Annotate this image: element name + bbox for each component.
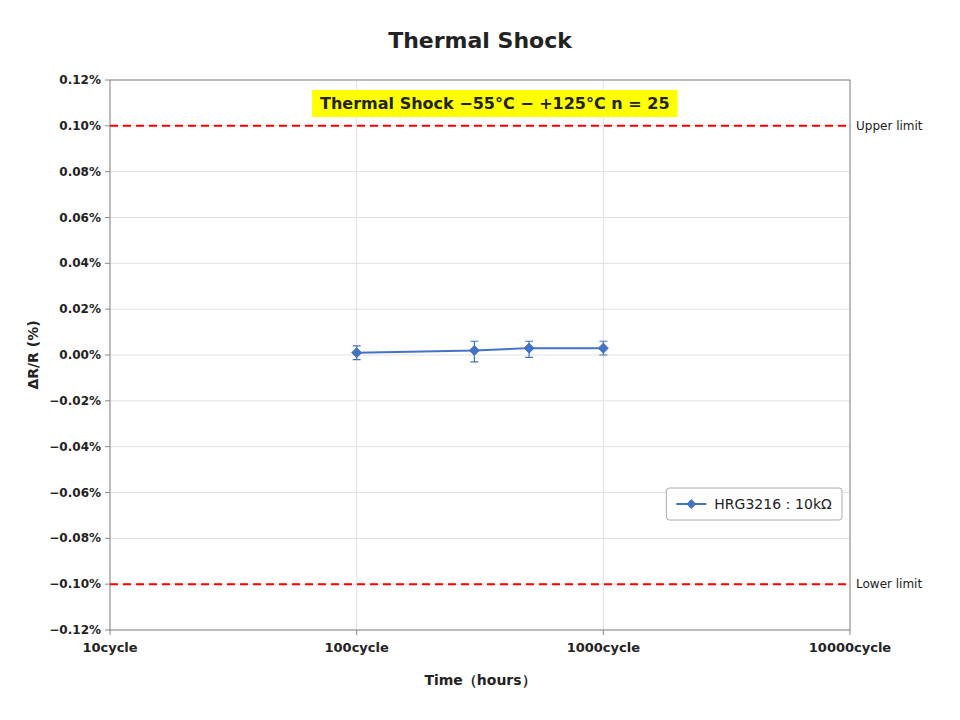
- y-tick: [105, 538, 110, 539]
- annotation: Thermal Shock −55°C − +125°C n = 25: [312, 90, 677, 117]
- y-tick-label: 0.10%: [59, 119, 101, 133]
- y-grid-line: [110, 171, 850, 172]
- y-grid-line: [110, 400, 850, 401]
- annotation-box: [312, 90, 677, 117]
- reference-lines: [110, 126, 850, 584]
- y-tick-label: −0.12%: [49, 623, 101, 637]
- reference-line: [110, 583, 850, 585]
- chart: 10cycle 100cycle 1000cycle 10000cycle −0.12%…: [0, 0, 960, 720]
- series-marker: [598, 343, 608, 353]
- y-tick-label: 0.04%: [59, 256, 101, 270]
- y-grid-line: [110, 446, 850, 447]
- legend-label: HRG3216：10kΩ: [714, 496, 832, 512]
- data: [352, 341, 609, 362]
- reference-line-label: Lower limit: [856, 577, 922, 591]
- reference-line-label: Upper limit: [856, 119, 923, 133]
- x-tick: [603, 630, 604, 635]
- y-grid-line: [110, 125, 850, 126]
- x-tick-label: 1000cycle: [567, 640, 641, 655]
- y-tick: [105, 309, 110, 310]
- x-tick: [850, 630, 851, 635]
- x-axis-label: Time（hours）: [424, 672, 535, 688]
- y-tick-label: 0.00%: [59, 348, 101, 362]
- legend: HRG3216：10kΩ: [666, 488, 842, 520]
- background: [0, 0, 960, 720]
- y-tick: [105, 446, 110, 447]
- y-grid-line: [110, 538, 850, 539]
- series-marker: [352, 348, 362, 358]
- y-grid-line: [110, 263, 850, 264]
- grid: [110, 80, 850, 630]
- y-tick-label: −0.10%: [49, 577, 101, 591]
- plot-frame: [110, 80, 850, 630]
- y-tick: [105, 355, 110, 356]
- y-tick-label: 0.06%: [59, 211, 101, 225]
- annotation-text: Thermal Shock −55°C − +125°C n = 25: [320, 94, 669, 113]
- axes: 10cycle 100cycle 1000cycle 10000cycle −0.12%…: [49, 73, 891, 655]
- y-tick-label: −0.04%: [49, 440, 101, 454]
- x-tick: [110, 630, 111, 635]
- y-tick-label: −0.02%: [49, 394, 101, 408]
- legend-box: [666, 488, 842, 520]
- y-tick: [105, 171, 110, 172]
- x-tick-label: 100cycle: [325, 640, 389, 655]
- y-tick: [105, 263, 110, 264]
- legend-marker: [686, 499, 696, 509]
- x-tick-label: 10000cycle: [809, 640, 892, 655]
- y-tick: [105, 584, 110, 585]
- y-tick-label: 0.08%: [59, 165, 101, 179]
- y-grid-line: [110, 584, 850, 585]
- x-tick-label: 10cycle: [82, 640, 137, 655]
- y-tick: [105, 492, 110, 493]
- y-grid-line: [110, 217, 850, 218]
- y-tick: [105, 80, 110, 81]
- y-tick-label: −0.06%: [49, 486, 101, 500]
- y-tick: [105, 630, 110, 631]
- y-grid-line: [110, 309, 850, 310]
- y-tick-label: 0.12%: [59, 73, 101, 87]
- reference-line: [110, 125, 850, 127]
- x-tick: [356, 630, 357, 635]
- series-marker: [524, 343, 534, 353]
- legend-item: HRG3216：10kΩ: [676, 496, 832, 512]
- y-grid-line: [110, 355, 850, 356]
- y-axis-label: ΔR/R (%): [25, 320, 41, 389]
- title: Thermal Shock: [388, 28, 573, 53]
- y-tick-label: −0.08%: [49, 531, 101, 545]
- y-tick: [105, 125, 110, 126]
- y-tick: [105, 400, 110, 401]
- series-marker: [469, 345, 479, 355]
- y-tick: [105, 217, 110, 218]
- y-tick-label: 0.02%: [59, 302, 101, 316]
